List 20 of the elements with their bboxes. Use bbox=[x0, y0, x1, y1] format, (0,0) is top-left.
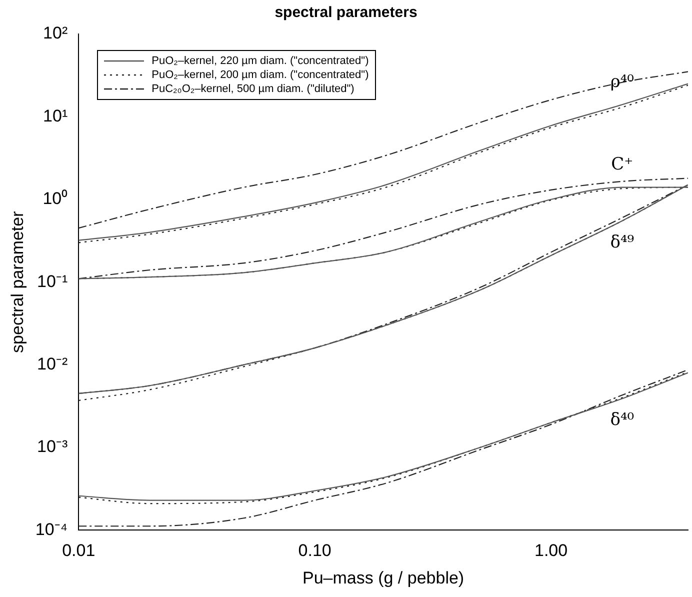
y-tick-label: 10⁻¹ bbox=[37, 272, 68, 291]
x-tick-label: 0.01 bbox=[62, 541, 96, 560]
y-tick-label: 10⁻⁴ bbox=[35, 520, 68, 539]
chart-title: spectral parameters bbox=[274, 4, 418, 22]
y-tick-label: 10² bbox=[43, 24, 68, 43]
annotation: δ⁴⁰ bbox=[610, 410, 634, 430]
x-tick-label: 0.10 bbox=[298, 541, 332, 560]
y-axis-title: spectral parameter bbox=[8, 210, 27, 353]
x-axis-title: Pu–mass (g / pebble) bbox=[302, 568, 464, 588]
legend-label: PuC₂₀O₂–kernel, 500 µm diam. ("diluted") bbox=[152, 82, 354, 96]
annotation: δ⁴⁹ bbox=[610, 232, 634, 252]
annotation: ρ⁴⁰ bbox=[610, 72, 634, 92]
y-tick-label: 10⁻² bbox=[37, 354, 68, 374]
y-tick-label: 10⁻³ bbox=[37, 437, 68, 456]
y-tick-label: 10⁰ bbox=[42, 189, 68, 208]
legend-label: PuO₂–kernel, 220 µm diam. ("concentrated") bbox=[152, 54, 369, 68]
annotation: C⁺ bbox=[611, 154, 634, 175]
x-tick-label: 1.00 bbox=[534, 541, 568, 560]
y-tick-label: 10¹ bbox=[43, 106, 68, 126]
legend-label: PuO₂–kernel, 200 µm diam. ("concentrated") bbox=[152, 68, 369, 82]
